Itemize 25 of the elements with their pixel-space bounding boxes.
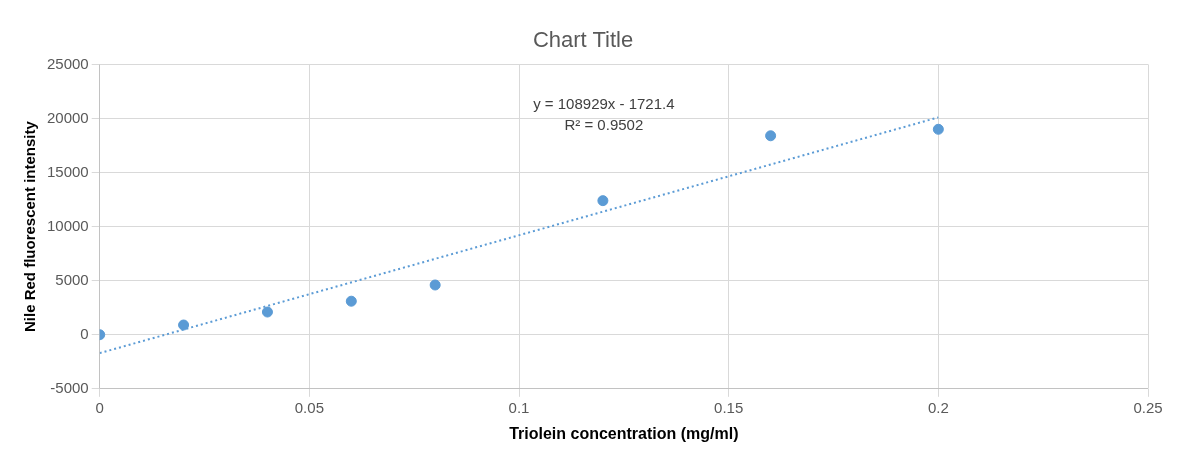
x-tick-label: 0.15 xyxy=(714,398,744,416)
point xyxy=(765,130,777,142)
point xyxy=(429,279,441,291)
y-tick-label: 20000 xyxy=(46,108,89,126)
x-tick-label: 0.1 xyxy=(508,398,530,416)
point xyxy=(597,195,609,207)
annotation: y = 108929x - 1721.4 xyxy=(533,95,675,113)
point xyxy=(178,319,190,331)
y-tick-label: -5000 xyxy=(50,378,89,396)
x-tick-label: 0 xyxy=(95,398,104,416)
point xyxy=(261,306,273,318)
y-tick-label: 25000 xyxy=(46,54,89,72)
annotation: R² = 0.9502 xyxy=(564,116,644,134)
x-tick-label: 0.05 xyxy=(294,398,324,416)
y-tick-label: 0 xyxy=(80,324,89,342)
x-tick-label: 0.2 xyxy=(927,398,949,416)
y-tick-label: 10000 xyxy=(46,216,89,234)
chart-title: Chart Title xyxy=(532,27,634,53)
x-axis-title: Triolein concentration (mg/ml) xyxy=(509,424,739,442)
y-tick-label: 5000 xyxy=(55,270,89,288)
y-axis-title: Nile Red fluorescent intensity xyxy=(21,120,39,333)
x-tick-label: 0.25 xyxy=(1133,398,1163,416)
point xyxy=(345,295,357,307)
point xyxy=(932,123,944,135)
y-tick-label: 15000 xyxy=(46,162,89,180)
